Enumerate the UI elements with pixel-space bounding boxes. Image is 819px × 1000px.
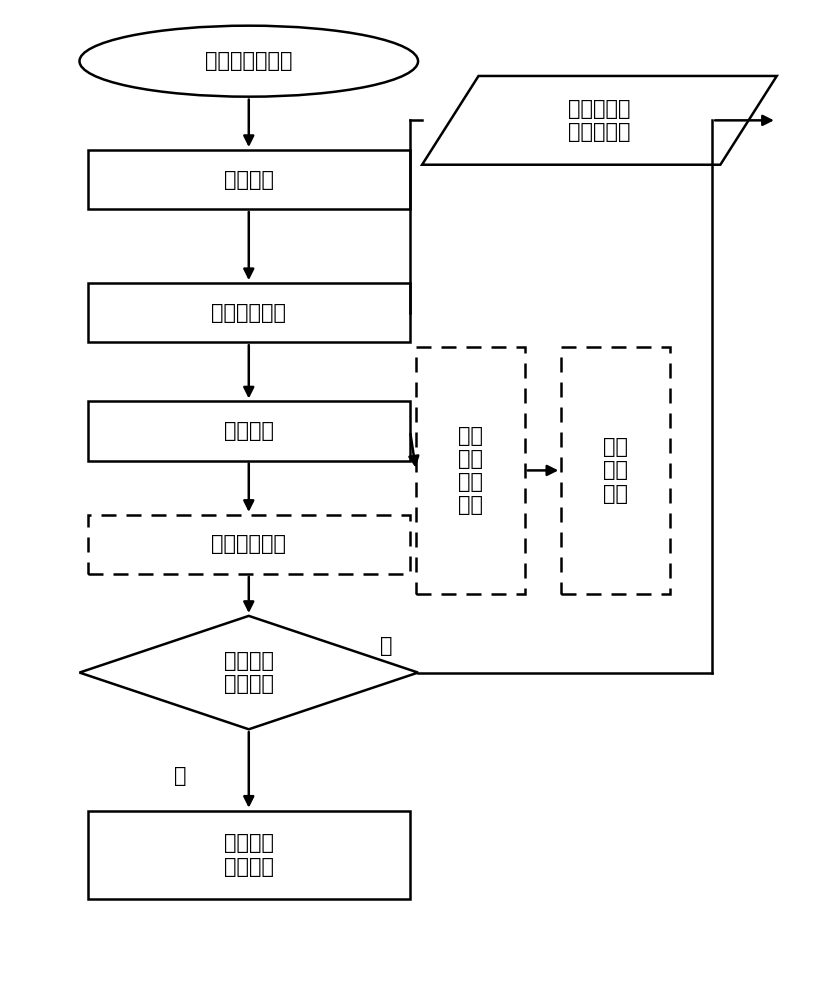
Text: 插入
测试
逻辑: 插入 测试 逻辑 <box>602 437 627 504</box>
Text: 功耗
敏感
单元
选取: 功耗 敏感 单元 选取 <box>457 426 482 515</box>
Bar <box>560 347 669 594</box>
Text: 否: 否 <box>379 636 391 656</box>
Text: 是否达到
设计要求: 是否达到 设计要求 <box>224 651 274 694</box>
Text: 功耗信息提取: 功耗信息提取 <box>211 534 286 554</box>
Bar <box>415 347 524 594</box>
Text: 测试向量生成: 测试向量生成 <box>211 303 286 323</box>
Text: 插入测试逻
辑后的网表: 插入测试逻 辑后的网表 <box>568 99 630 142</box>
Text: 是: 是 <box>174 766 186 786</box>
Bar <box>88 401 410 461</box>
Bar <box>88 515 410 574</box>
Text: 门级仿真: 门级仿真 <box>224 421 274 441</box>
Bar <box>88 150 410 209</box>
Bar <box>88 283 410 342</box>
Text: 版图设计: 版图设计 <box>224 170 274 190</box>
Text: 带扫描链的网表: 带扫描链的网表 <box>205 51 292 71</box>
Text: 重新进行
物理设计: 重新进行 物理设计 <box>224 833 274 877</box>
Bar <box>88 811 410 899</box>
